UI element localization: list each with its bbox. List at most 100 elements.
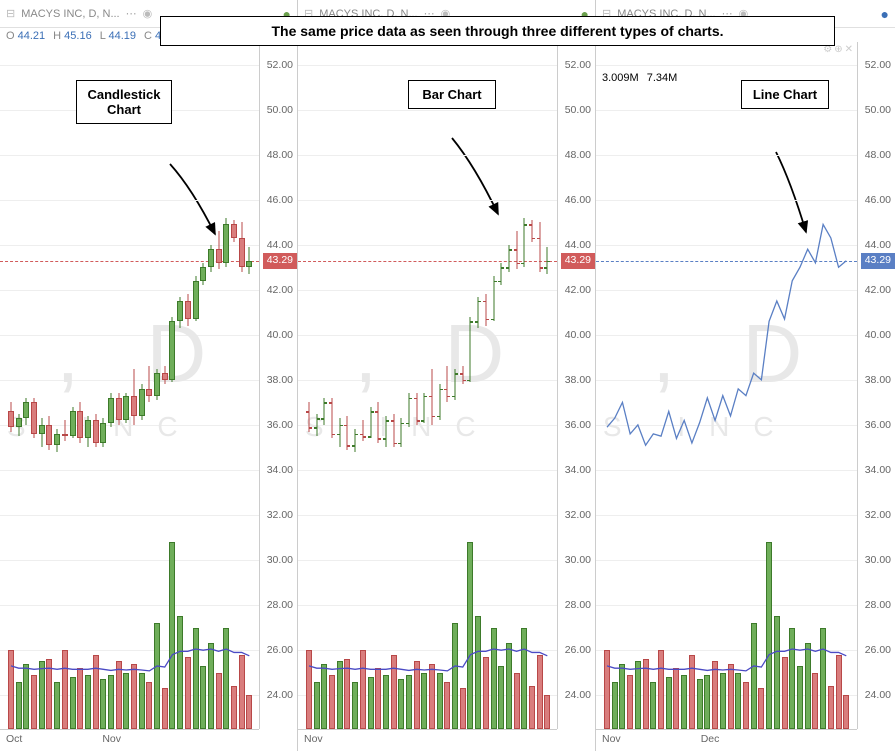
- volume-bar: [720, 673, 726, 729]
- last-price-tag: 43.29: [861, 253, 895, 269]
- chart-type-callout: Bar Chart: [408, 80, 496, 109]
- volume-bar: [421, 673, 427, 729]
- volume-bar: [391, 655, 397, 729]
- volume-bar: [8, 650, 14, 729]
- last-price-tag: 43.29: [263, 253, 297, 269]
- volume-bar: [321, 664, 327, 729]
- volume-bar: [193, 628, 199, 729]
- volume-bar: [643, 659, 649, 729]
- volume-bar: [231, 686, 237, 729]
- volume-bar: [223, 628, 229, 729]
- price-line-chart: [596, 42, 857, 729]
- volume-bar: [437, 673, 443, 729]
- volume-bar: [139, 673, 145, 729]
- volume-bar: [467, 542, 473, 729]
- volume-bar: [514, 673, 520, 729]
- volume-bar: [751, 623, 757, 729]
- collapse-icon[interactable]: ⊟: [6, 7, 15, 20]
- volume-bar: [314, 682, 320, 729]
- chart-area[interactable]: M , DMACYS INC: [0, 42, 259, 729]
- watermark: MACYS INC: [298, 411, 500, 443]
- volume-bar: [23, 664, 29, 729]
- volume-bar: [836, 655, 842, 729]
- volume-bar: [406, 675, 412, 729]
- volume-bar: [612, 682, 618, 729]
- volume-bar: [368, 677, 374, 729]
- volume-bar: [131, 664, 137, 729]
- chart-area[interactable]: M , DMACYS INC: [298, 42, 557, 729]
- chart-type-callout: Line Chart: [741, 80, 829, 109]
- volume-bar: [658, 650, 664, 729]
- volume-bar: [246, 695, 252, 729]
- volume-bar: [689, 655, 695, 729]
- volume-bar: [306, 650, 312, 729]
- volume-bar: [619, 664, 625, 729]
- volume-bar: [735, 673, 741, 729]
- volume-bar: [344, 659, 350, 729]
- volume-bar: [805, 643, 811, 729]
- volume-bar: [650, 682, 656, 729]
- chart-panel-1[interactable]: ⊟ MACYS INC, D, N... ⋯ ◉ ●M , DMACYS INC…: [298, 0, 596, 751]
- volume-bar: [797, 666, 803, 729]
- caption-banner: The same price data as seen through thre…: [160, 16, 835, 46]
- volume-readout: 3.009M7.34M: [602, 72, 685, 84]
- volume-bar: [383, 675, 389, 729]
- eye-icon[interactable]: ◉: [143, 7, 153, 20]
- volume-bar: [704, 675, 710, 729]
- last-price-tag: 43.29: [561, 253, 595, 269]
- chart-area[interactable]: M , DMACYS INC3.009M7.34M: [596, 42, 857, 729]
- volume-bar: [31, 675, 37, 729]
- status-dot-icon: ●: [881, 6, 889, 22]
- volume-bar: [375, 668, 381, 729]
- volume-bar: [812, 673, 818, 729]
- volume-bar: [604, 650, 610, 729]
- volume-bar: [39, 661, 45, 729]
- volume-bar: [460, 688, 466, 729]
- volume-bar: [208, 643, 214, 729]
- volume-bar: [329, 675, 335, 729]
- volume-bar: [544, 695, 550, 729]
- volume-bar: [498, 666, 504, 729]
- volume-bar: [820, 628, 826, 729]
- volume-bar: [54, 682, 60, 729]
- volume-bar: [16, 682, 22, 729]
- volume-bar: [743, 682, 749, 729]
- volume-bar: [100, 679, 106, 729]
- volume-bar: [398, 679, 404, 729]
- volume-bar: [46, 659, 52, 729]
- volume-bar: [697, 679, 703, 729]
- x-axis: OctNov: [0, 729, 259, 751]
- volume-bar: [177, 616, 183, 729]
- x-axis: NovDec: [596, 729, 857, 751]
- volume-bar: [162, 688, 168, 729]
- volume-bar: [185, 657, 191, 729]
- volume-bar: [85, 675, 91, 729]
- volume-bar: [108, 675, 114, 729]
- volume-bar: [712, 661, 718, 729]
- chart-panel-2[interactable]: ⊟ MACYS INC, D, N... ⋯ ◉ ●L 42.86C 43.29…: [596, 0, 895, 751]
- chart-panel-0[interactable]: ⊟ MACYS INC, D, N... ⋯ ◉ ●O 44.21H 45.16…: [0, 0, 298, 751]
- volume-bar: [789, 628, 795, 729]
- volume-bar: [200, 666, 206, 729]
- volume-ma-line: [298, 42, 558, 729]
- volume-bar: [537, 655, 543, 729]
- volume-bar: [337, 661, 343, 729]
- volume-bar: [444, 682, 450, 729]
- dots-icon[interactable]: ⋯: [126, 7, 137, 20]
- x-axis: Nov: [298, 729, 557, 751]
- volume-bar: [475, 616, 481, 729]
- volume-bar: [93, 655, 99, 729]
- volume-bar: [506, 643, 512, 729]
- volume-bar: [681, 675, 687, 729]
- volume-bar: [352, 682, 358, 729]
- volume-bar: [169, 542, 175, 729]
- volume-bar: [782, 657, 788, 729]
- volume-bar: [216, 673, 222, 729]
- volume-bar: [429, 664, 435, 729]
- volume-bar: [666, 677, 672, 729]
- volume-ma-line: [0, 42, 260, 729]
- volume-bar: [77, 668, 83, 729]
- volume-bar: [239, 655, 245, 729]
- volume-bar: [529, 686, 535, 729]
- volume-bar: [635, 661, 641, 729]
